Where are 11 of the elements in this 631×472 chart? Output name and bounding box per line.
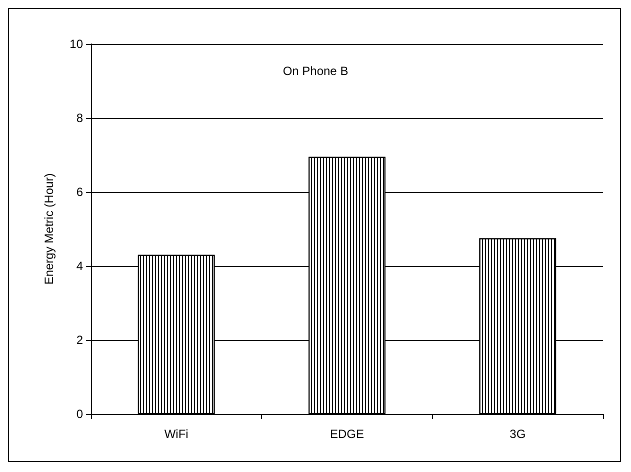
y-axis-title: Energy Metric (Hour) (42, 173, 56, 285)
text: On Phone B (282, 64, 348, 78)
y-tick-label: 4 (76, 259, 84, 273)
y-tick-label: 8 (76, 111, 84, 125)
y-tick-label: 2 (76, 333, 84, 347)
y-tick-label: 6 (76, 185, 84, 199)
x-tick-label: WiFi (164, 427, 188, 441)
y-tick-label: 10 (70, 37, 84, 51)
y-tick-label: 0 (76, 407, 84, 421)
x-tick-label: EDGE (330, 427, 364, 441)
x-tick-label: 3G (510, 427, 526, 441)
